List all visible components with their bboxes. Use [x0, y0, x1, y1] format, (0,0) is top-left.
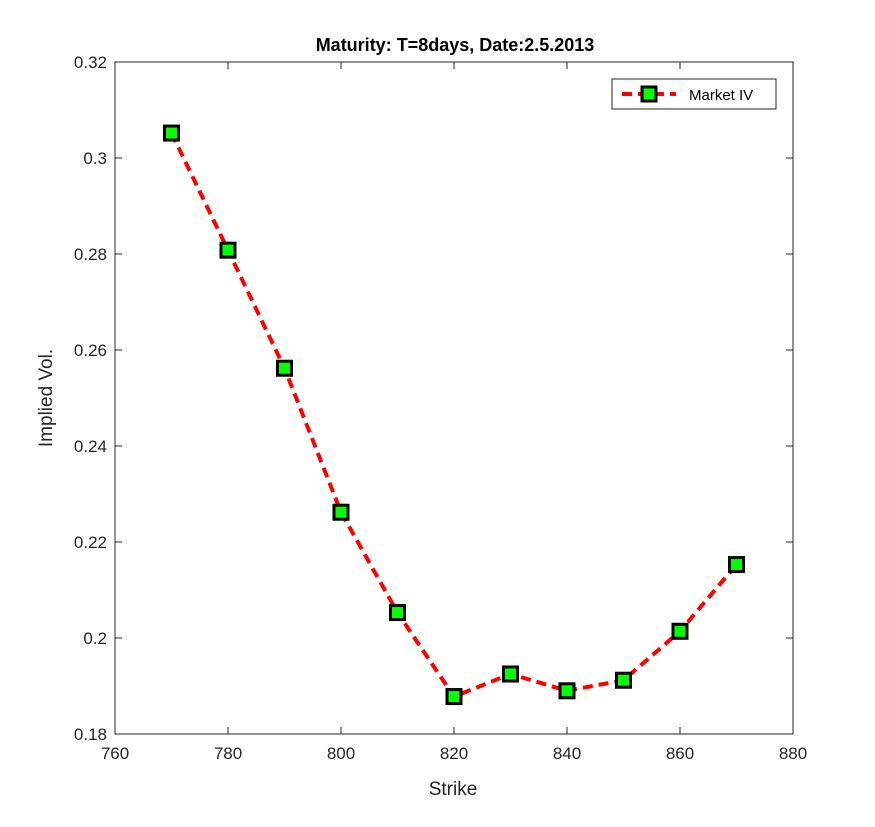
- legend: Market IV: [611, 78, 777, 110]
- data-point-marker: [445, 688, 463, 706]
- x-tick-label: 880: [779, 744, 807, 763]
- x-tick-label: 860: [666, 744, 694, 763]
- x-tick-label: 800: [327, 744, 355, 763]
- x-tick-label: 780: [214, 744, 242, 763]
- chart-title: Maturity: T=8days, Date:2.5.2013: [316, 35, 595, 55]
- y-tick-label: 0.3: [83, 149, 107, 168]
- legend-label: Market IV: [689, 87, 753, 104]
- x-tick-label: 760: [101, 744, 129, 763]
- y-axis-label: Implied Vol.: [36, 349, 57, 447]
- x-tick-label: 840: [553, 744, 581, 763]
- data-point-marker: [728, 556, 745, 574]
- data-point-marker: [615, 671, 632, 689]
- y-tick-label: 0.26: [74, 341, 107, 360]
- y-tick-label: 0.22: [74, 533, 107, 552]
- plot-area: [114, 61, 794, 735]
- x-ticks: 760 780 800 820 840 860 880: [101, 62, 807, 763]
- data-point-marker: [276, 359, 293, 377]
- series-layer: [163, 124, 745, 706]
- data-point-marker: [219, 241, 237, 259]
- y-ticks: 0.18 0.2 0.22 0.24 0.26 0.28 0.3 0.32: [74, 53, 793, 744]
- data-point-marker: [163, 124, 180, 142]
- y-tick-label: 0.24: [74, 437, 107, 456]
- y-tick-label: 0.32: [74, 53, 107, 72]
- data-point-marker: [671, 622, 689, 640]
- y-tick-label: 0.2: [83, 629, 107, 648]
- data-point-marker: [389, 604, 406, 622]
- data-point-marker: [558, 682, 576, 700]
- y-tick-label: 0.28: [74, 245, 107, 264]
- x-tick-label: 820: [440, 744, 468, 763]
- data-point-marker: [502, 665, 519, 683]
- y-tick-label: 0.18: [74, 725, 107, 744]
- x-axis-label: Strike: [429, 779, 478, 800]
- data-point-marker: [332, 503, 350, 521]
- series-line: [169, 132, 739, 699]
- legend-marker-swatch: [640, 85, 658, 103]
